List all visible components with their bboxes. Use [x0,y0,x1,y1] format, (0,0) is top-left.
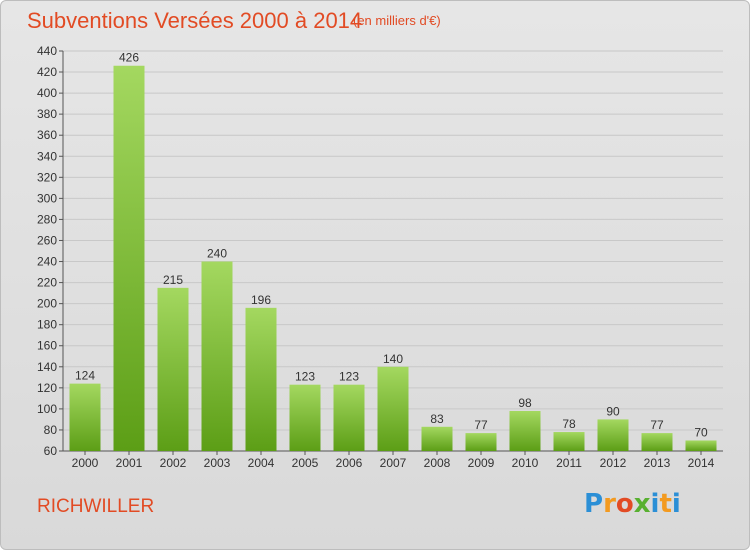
x-tick-label: 2009 [468,456,495,470]
data-label: 123 [339,370,359,384]
logo-letter: i [671,489,681,519]
y-tick-label: 200 [37,297,57,311]
chart-subtitle: (en milliers d'€) [353,13,441,28]
bar [597,419,629,451]
bar [289,384,321,451]
x-tick-label: 2002 [160,456,187,470]
bar [685,440,717,451]
y-tick-label: 380 [37,107,57,121]
data-label: 70 [694,425,708,439]
y-tick-label: 340 [37,149,57,163]
logo-letter: r [603,489,616,519]
data-label: 77 [650,418,664,432]
y-tick-label: 100 [37,402,57,416]
bar [509,411,541,451]
data-labels: 124 426 215 240 196 123 123 140 83 77 98 78 90 77 70 [75,51,708,440]
commune-name: RICHWILLER [37,496,155,517]
y-tick-labels: 60 80 100 120 140 160 180 200 220 240 260 280 300 320… [37,44,57,458]
y-tick-label: 180 [37,318,57,332]
y-tick-label: 160 [37,339,57,353]
data-label: 426 [119,51,139,65]
x-tick-label: 2013 [644,456,671,470]
bars [69,65,717,451]
bar [553,432,585,451]
y-tick-label: 140 [37,360,57,374]
logo-letter: P [584,489,604,519]
x-tick-label: 2000 [72,456,99,470]
bar [641,433,673,451]
logo-letter: o [615,489,634,519]
y-tick-label: 400 [37,86,57,100]
y-tick-label: 240 [37,255,57,269]
bar [421,426,453,451]
bar [333,384,365,451]
y-tick-label: 280 [37,212,57,226]
x-tick-label: 2001 [116,456,143,470]
bar [377,366,409,451]
x-tick-label: 2011 [556,456,582,470]
y-tick-label: 260 [37,233,57,247]
data-label: 83 [430,412,444,426]
data-label: 123 [295,370,315,384]
data-label: 196 [251,293,271,307]
x-tick-label: 2008 [424,456,451,470]
x-tick-label: 2003 [204,456,231,470]
data-label: 77 [474,418,488,432]
bar [69,383,101,451]
x-tick-label: 2014 [688,456,715,470]
bar [201,261,233,451]
y-tick-label: 420 [37,65,57,79]
data-label: 90 [606,404,620,418]
logo-letter: x [633,489,651,519]
x-tick-labels: 2000 2001 2002 2003 2004 2005 2006 2007 2008 2009… [72,456,715,470]
y-tick-label: 120 [37,381,57,395]
y-tick-label: 60 [44,444,58,458]
data-label: 215 [163,273,183,287]
data-label: 140 [383,352,403,366]
x-tick-label: 2007 [380,456,407,470]
x-tick-label: 2012 [600,456,627,470]
y-tick-label: 300 [37,191,57,205]
bar [113,65,145,451]
x-tick-label: 2005 [292,456,319,470]
y-tick-label: 80 [44,423,58,437]
data-label: 98 [518,396,532,410]
y-tick-label: 220 [37,276,57,290]
proxiti-logo: Proxiti [584,489,681,519]
bar [465,433,497,451]
logo-letter: i [650,489,660,519]
y-tick-label: 320 [37,170,57,184]
x-tick-label: 2010 [512,456,539,470]
bar [157,287,189,451]
y-tick-label: 360 [37,128,57,142]
logo-letter: t [659,489,672,519]
data-label: 124 [75,369,95,383]
data-label: 240 [207,247,227,261]
y-tick-label: 440 [37,44,57,58]
chart-title: Subventions Versées 2000 à 2014 [27,8,363,33]
bar [245,307,277,451]
x-tick-label: 2006 [336,456,363,470]
x-tick-label: 2004 [248,456,275,470]
data-label: 78 [562,417,576,431]
